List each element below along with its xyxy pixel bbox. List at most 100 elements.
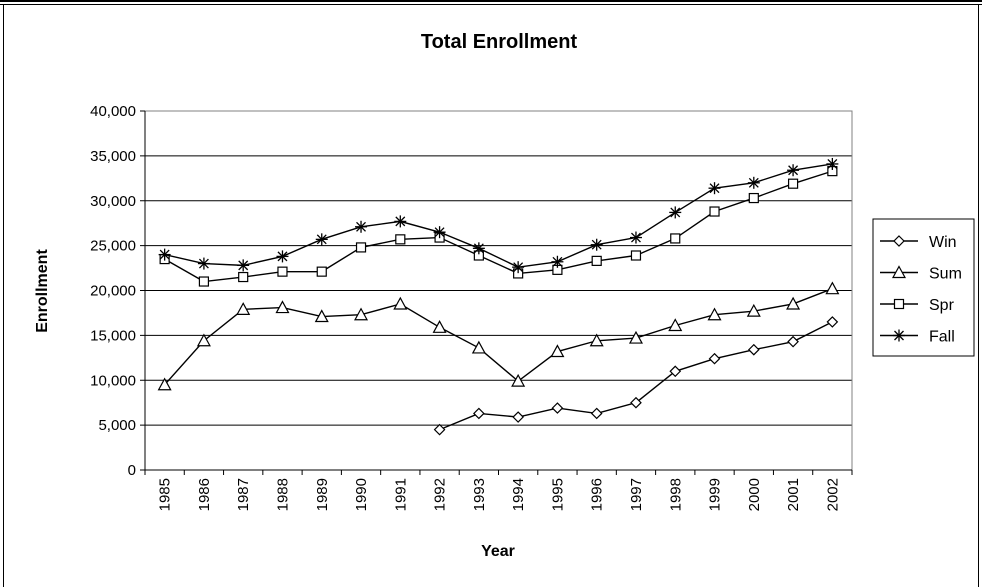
x-tick-label: 1995 [549,478,566,511]
left-border [3,4,4,587]
star-stroke [198,258,209,269]
data-point-triangle [511,373,526,387]
data-point-diamond [826,316,839,328]
data-point-triangle [628,330,643,344]
data-point-triangle [589,333,604,347]
x-tick-label: 1987 [235,478,252,511]
data-point-triangle [432,320,447,333]
legend-label: Win [929,234,957,251]
data-point-triangle [393,296,408,310]
y-tick-label: 40,000 [90,103,136,120]
x-tick-label: 1994 [510,478,527,511]
legend-label: Spr [929,297,955,314]
x-tick-label: 1988 [274,478,291,511]
gridlines [145,110,852,426]
series-spr [159,166,838,287]
y-tick-label: 5,000 [98,417,136,434]
data-point-triangle [236,302,251,315]
data-point-diamond [787,335,799,348]
data-point-square [277,266,288,277]
data-point-star [276,250,289,263]
data-point-triangle [314,309,329,323]
x-tick-label: 1992 [432,478,449,511]
series-line-sum [164,288,833,386]
data-point-square [630,250,642,261]
x-tick-label: 1997 [628,478,645,511]
data-point-triangle [891,265,907,279]
data-point-diamond [708,352,721,365]
data-point-square [709,206,720,217]
star-stroke [277,251,288,262]
data-point-diamond [630,396,642,409]
top-border-inner [0,4,982,5]
star-stroke [159,249,170,260]
x-tick-label: 2000 [746,478,763,511]
data-point-square [748,192,759,204]
data-point-diamond [747,343,760,356]
data-point-triangle [707,307,722,321]
star-stroke [709,183,720,194]
y-tick-label: 10,000 [90,372,136,389]
data-point-triangle [157,377,172,391]
data-point-star [787,164,800,177]
data-point-triangle [275,300,290,314]
series-group [157,157,840,436]
data-point-diamond [590,407,603,420]
data-point-square [355,242,367,253]
data-point-star [669,206,682,219]
tick-labels: 0 5,000 10,000 15,000 20,000 25,000 30,000 35,0… [90,103,841,511]
legend-item-spr: Spr [880,297,955,314]
data-point-star [629,231,642,244]
data-point-diamond [433,423,446,436]
data-point-diamond [669,365,682,378]
chart-title: Total Enrollment [421,31,578,53]
data-point-star [394,215,407,228]
data-point-triangle [786,296,801,310]
star-stroke [513,262,524,273]
data-point-square [670,233,681,244]
y-tick-label: 30,000 [90,193,136,210]
y-tick-label: 35,000 [90,148,136,165]
data-point-square [787,178,799,189]
star-stroke [631,232,641,243]
data-point-star [893,329,905,342]
x-tick-label: 1991 [392,478,409,511]
data-point-square [893,298,905,310]
y-tick-label: 15,000 [90,327,136,344]
data-point-star [747,176,760,189]
series-line-fall [164,163,833,268]
star-stroke [670,207,681,218]
x-tick-label: 1999 [707,478,724,511]
star-stroke [591,239,602,250]
data-point-star [590,238,603,251]
star-stroke [827,158,838,169]
data-point-diamond [473,407,485,420]
series-line-spr [164,170,833,283]
x-tick-label: 1989 [314,478,331,511]
data-point-square [238,271,249,283]
data-point-square [316,266,327,277]
y-tick-label: 0 [128,462,136,479]
star-stroke [238,260,249,271]
data-point-star [472,242,485,255]
data-point-triangle [825,281,840,295]
x-tick-label: 2002 [824,478,841,511]
star-stroke [748,177,759,188]
data-point-triangle [746,303,761,317]
data-point-diamond [551,402,564,414]
axes [140,110,853,475]
legend-item-win: Win [880,234,957,251]
data-point-diamond [893,235,905,247]
data-point-star [433,226,446,239]
x-tick-label: 1990 [353,478,370,511]
star-stroke [434,227,445,238]
x-tick-label: 2001 [785,478,802,511]
data-point-triangle [471,340,486,354]
legend-item-sum: Sum [880,265,962,283]
x-tick-label: 1998 [667,478,684,511]
x-tick-label: 1996 [589,478,606,511]
legend-item-fall: Fall [880,329,955,346]
data-point-square [591,255,602,266]
data-point-star [551,255,564,268]
